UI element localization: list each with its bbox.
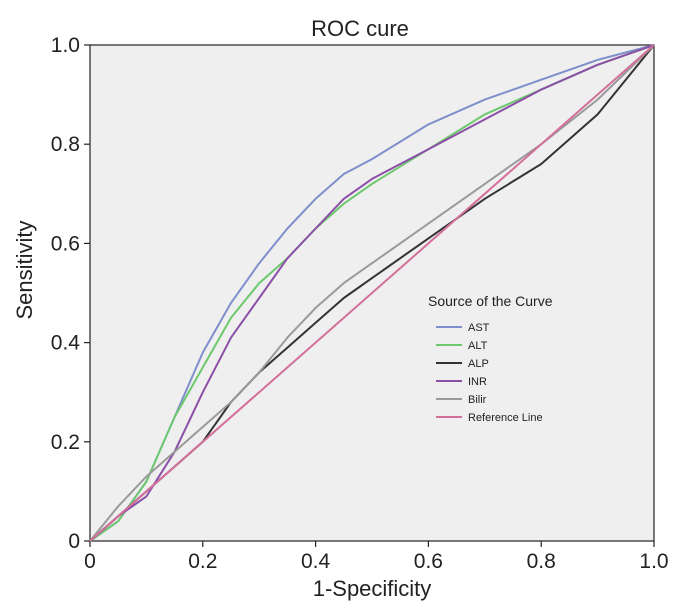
y-tick-label: 0.2	[51, 431, 80, 454]
x-tick-label: 0	[84, 550, 96, 573]
series-line-bilir	[89, 44, 655, 542]
x-tick-label: 0.6	[414, 550, 443, 573]
series-line-inr	[89, 44, 655, 542]
x-tick-label: 0.4	[301, 550, 331, 573]
legend-label-alt: ALT	[468, 340, 488, 352]
roc-curves	[89, 44, 655, 542]
legend-label-bilir: Bilir	[468, 394, 487, 406]
y-axis-label: Sensitivity	[12, 220, 37, 319]
legend: Source of the Curve AST ALT ALP INR Bilir Ref…	[428, 293, 553, 424]
x-axis-ticks: 0 0.2 0.4 0.6 0.8 1.0	[84, 541, 669, 573]
series-line-reference-line	[89, 44, 655, 542]
chart-title: ROC cure	[311, 16, 409, 41]
legend-label-reference-line: Reference Line	[468, 412, 543, 424]
legend-label-alp: ALP	[468, 358, 489, 370]
y-tick-label: 1.0	[51, 34, 80, 57]
x-tick-label: 1.0	[639, 550, 668, 573]
y-tick-label: 0	[68, 530, 80, 553]
y-tick-label: 0.8	[51, 133, 80, 156]
legend-title: Source of the Curve	[428, 293, 553, 309]
legend-label-inr: INR	[468, 376, 487, 388]
x-tick-label: 0.8	[527, 550, 556, 573]
legend-label-ast: AST	[468, 322, 490, 334]
y-tick-label: 0.6	[51, 232, 80, 255]
x-tick-label: 0.2	[188, 550, 217, 573]
y-tick-label: 0.4	[51, 332, 81, 355]
x-axis-label: 1-Specificity	[313, 576, 432, 601]
y-axis-ticks: 0 0.2 0.4 0.6 0.8 1.0	[51, 34, 90, 553]
